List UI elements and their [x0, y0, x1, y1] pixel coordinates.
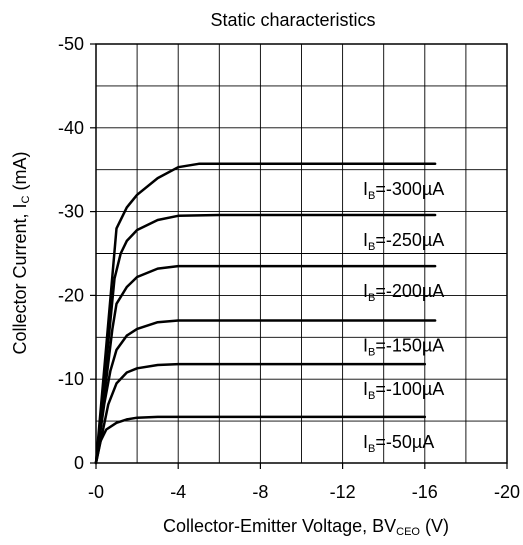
series-label-value: =-100µA — [375, 379, 444, 399]
y-tick-label: 0 — [74, 453, 84, 473]
x-tick-labels: -0 -4 -8 -12 -16 -20 — [88, 463, 520, 502]
series-label-subscript: B — [368, 292, 375, 304]
grid — [96, 44, 507, 463]
series-label-prefix: I — [363, 230, 368, 250]
series-label-prefix: I — [363, 336, 368, 356]
series-label-subscript: B — [368, 347, 375, 359]
y-axis-label-unit: (mA) — [10, 151, 30, 195]
series-label-value: =-300µA — [375, 179, 444, 199]
series-label: IB=-100µA — [363, 379, 444, 402]
series-label-subscript: B — [368, 190, 375, 202]
series-label-value: =-50µA — [375, 432, 434, 452]
x-tick-label: -8 — [252, 482, 268, 502]
x-axis-label-unit: (V) — [420, 516, 449, 536]
series-label-subscript: B — [368, 443, 375, 455]
series-label-value: =-150µA — [375, 336, 444, 356]
y-axis-label-subscript: C — [20, 195, 32, 203]
x-axis-label: Collector-Emitter Voltage, BVCEO (V) — [163, 516, 449, 538]
curve-250ua — [94, 213, 437, 465]
series-label-prefix: I — [363, 379, 368, 399]
curves — [94, 162, 437, 465]
curve-150ua — [94, 319, 437, 465]
y-tick-label: -50 — [58, 34, 84, 54]
series-label-subscript: B — [368, 241, 375, 253]
curve-300ua — [94, 162, 437, 465]
series-label: IB=-300µA — [363, 179, 444, 202]
x-axis-label-subscript: CEO — [396, 526, 420, 538]
series-label: IB=-200µA — [363, 281, 444, 304]
series-label-prefix: I — [363, 179, 368, 199]
series-labels: IB=-50µAIB=-100µAIB=-150µAIB=-200µAIB=-2… — [363, 179, 444, 455]
series-label: IB=-50µA — [363, 432, 434, 455]
x-axis-label-text: Collector-Emitter Voltage, BV — [163, 516, 396, 536]
series-label-value: =-250µA — [375, 230, 444, 250]
x-tick-label: -0 — [88, 482, 104, 502]
series-label-subscript: B — [368, 390, 375, 402]
curve-200ua — [94, 264, 437, 465]
curve-100ua — [94, 362, 427, 465]
x-tick-label: -12 — [330, 482, 356, 502]
x-tick-label: -4 — [170, 482, 186, 502]
y-tick-label: -30 — [58, 202, 84, 222]
curve-50ua — [94, 415, 427, 465]
series-label-value: =-200µA — [375, 281, 444, 301]
series-label-prefix: I — [363, 281, 368, 301]
chart-title: Static characteristics — [210, 10, 375, 30]
series-label-prefix: I — [363, 432, 368, 452]
series-label: IB=-250µA — [363, 230, 444, 253]
y-tick-labels: 0 -10 -20 -30 -40 -50 — [58, 34, 96, 473]
y-axis-label: Collector Current, IC (mA) — [10, 151, 32, 354]
y-tick-label: -40 — [58, 118, 84, 138]
plot-frame — [95, 43, 508, 464]
series-label: IB=-150µA — [363, 336, 444, 359]
y-axis-label-text: Collector Current, I — [10, 203, 30, 354]
x-tick-label: -16 — [412, 482, 438, 502]
y-tick-label: -10 — [58, 369, 84, 389]
x-tick-label: -20 — [494, 482, 520, 502]
y-tick-label: -20 — [58, 285, 84, 305]
